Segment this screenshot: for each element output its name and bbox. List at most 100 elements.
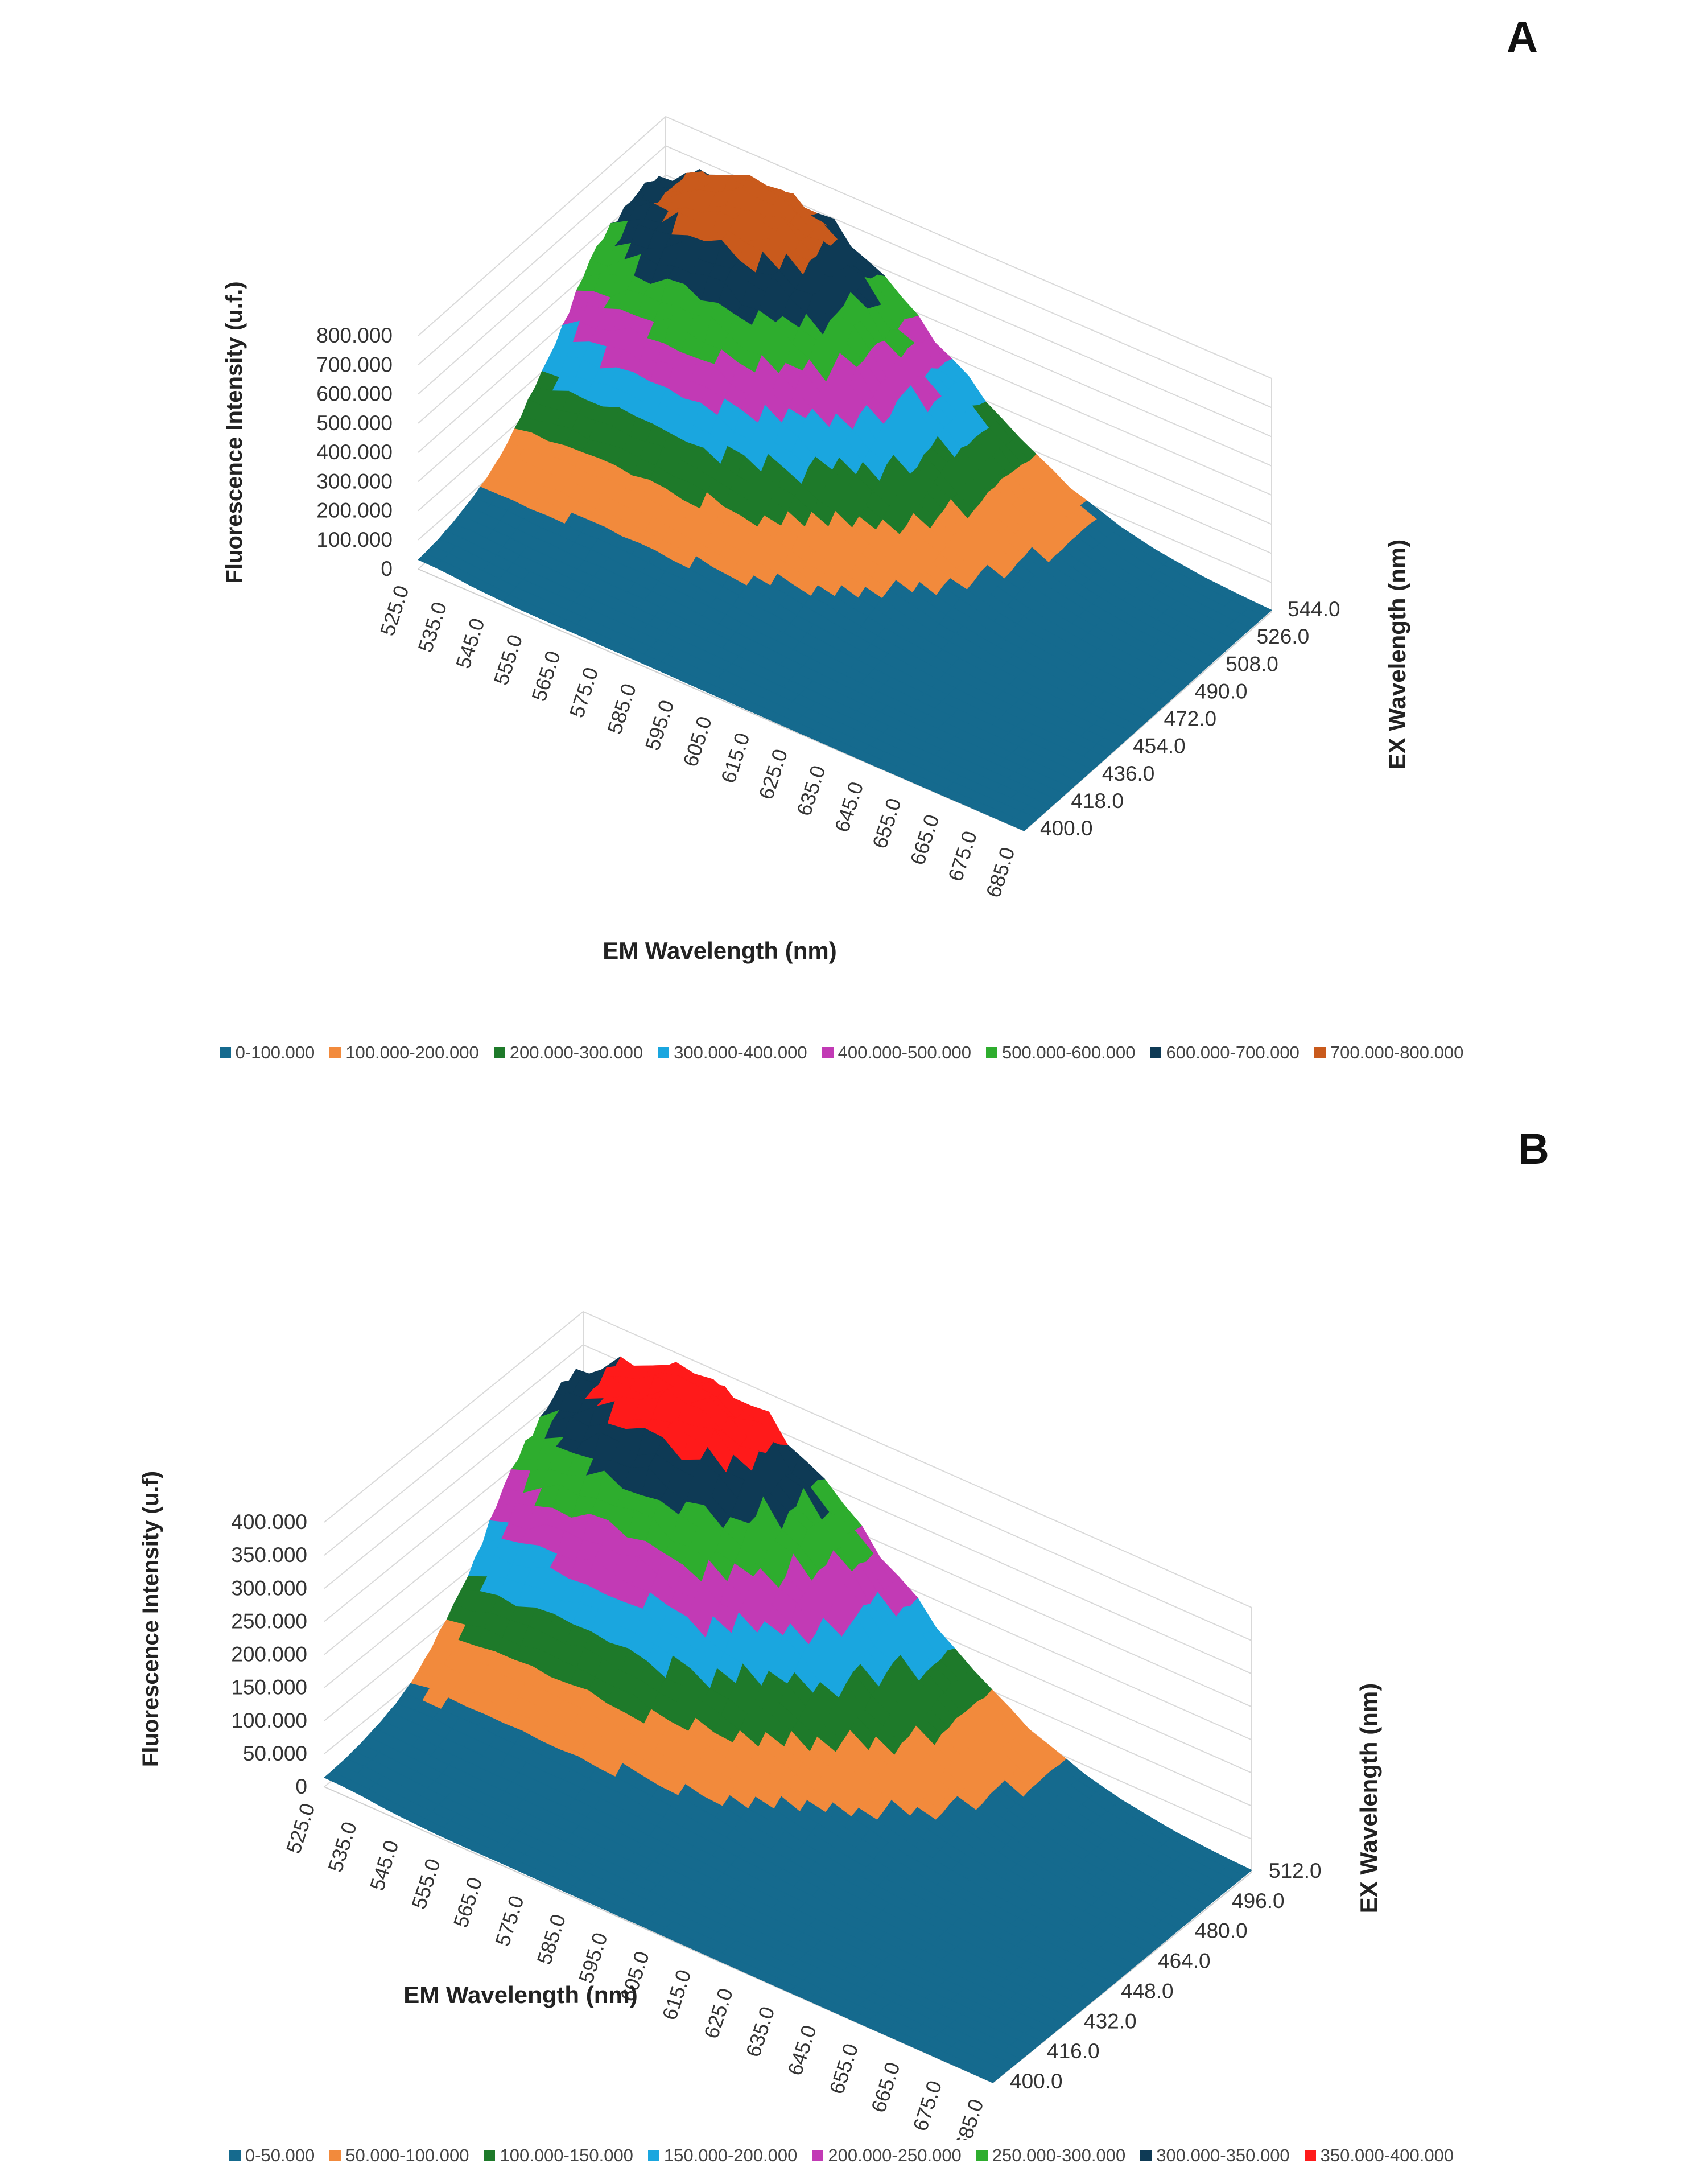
em-tick-label: 685.0 [981,844,1020,900]
z-tick-label: 400.000 [231,1510,307,1534]
surface-chart-a: 0 100.000 200.000 300.000 400.000 500.000 600.… [222,116,1410,964]
legend-item: 150.000-200.000 [647,2145,797,2166]
ex-tick-label: 512.0 [1269,1859,1322,1882]
z-tick-label: 800.000 [316,324,393,347]
z-axis-title: Fluorescence Intensity (u.f.) [222,281,247,583]
z-tick-label: 150.000 [231,1676,307,1699]
z-tick-label: 700.000 [316,353,393,376]
legend-item: 350.000-400.000 [1304,2145,1454,2166]
em-tick-label: 575.0 [490,1893,529,1948]
legend-swatch [329,2150,341,2161]
legend-label: 250.000-300.000 [992,2145,1126,2165]
legend-item: 0-50.000 [229,2145,315,2166]
ex-tick-label: 496.0 [1232,1889,1285,1913]
z-tick-label: 50.000 [243,1742,307,1765]
z-tick-label: 100.000 [316,528,393,551]
z-tick-label: 300.000 [231,1576,307,1600]
legend-swatch [229,2150,241,2161]
surface-facet [418,553,443,568]
z-tick-label: 350.000 [231,1543,307,1567]
z-tick-label: 250.000 [231,1609,307,1633]
em-tick-label: 525.0 [282,1800,320,1856]
z-tick-label: 200.000 [231,1643,307,1666]
legend-item: 50.000-100.000 [329,2145,469,2166]
legend-swatch [1304,2150,1316,2161]
em-tick-label: 545.0 [451,615,489,671]
legend-item: 200.000-300.000 [493,1042,644,1063]
legend-b: 0-50.000 50.000-100.000 100.000-150.000 150… [0,2145,1683,2166]
em-tick-label: 655.0 [868,796,906,851]
legend-label: 200.000-250.000 [828,2145,962,2165]
ex-tick-label: 400.0 [1010,2070,1063,2093]
em-tick-label: 555.0 [407,1856,445,1911]
ex-tick-label: 416.0 [1047,2039,1100,2063]
em-tick-label: 595.0 [641,697,679,753]
panel-label-b: B [1518,1125,1549,1173]
z-tick-label: 0 [295,1775,307,1798]
legend-swatch [1140,2150,1152,2161]
legend-swatch [484,2150,496,2161]
legend-item: 300.000-350.000 [1140,2145,1290,2166]
legend-item: 400.000-500.000 [822,1042,971,1063]
surface-facet [324,1771,351,1787]
chart-panel-b: 0 50.000 100.000 150.000 200.000 250.000 300.0… [0,1115,1683,2184]
em-tick-label: 615.0 [658,1967,696,2022]
ex-tick-label: 400.0 [1040,817,1093,840]
em-tick-label: 635.0 [741,2004,779,2059]
legend-swatch [976,2150,988,2161]
em-axis-title: EM Wavelength (nm) [603,937,836,964]
z-tick-label: 300.000 [316,469,393,493]
em-tick-label: 675.0 [908,2078,946,2133]
z-tick-label: 500.000 [316,411,393,435]
z-tick-label: 600.000 [316,382,393,406]
panel-label-a: A [1507,13,1538,61]
legend-label: 300.000-350.000 [1156,2145,1290,2165]
ex-tick-label: 464.0 [1158,1950,1211,1973]
legend-label: 100.000-200.000 [345,1042,479,1062]
em-tick-label: 685.0 [950,2096,988,2140]
surface [418,168,1272,831]
legend-swatch [1314,1047,1326,1058]
ex-tick-label: 544.0 [1288,597,1340,621]
em-tick-label: 565.0 [449,1874,487,1930]
legend-swatch [219,1047,231,1058]
z-tick-label: 200.000 [316,499,393,522]
em-tick-label: 555.0 [489,632,527,687]
legend-item: 700.000-800.000 [1314,1042,1463,1063]
legend-item: 600.000-700.000 [1150,1042,1300,1063]
legend-swatch [986,1047,998,1058]
legend-swatch [658,1047,670,1058]
legend-label: 300.000-400.000 [674,1042,807,1062]
em-tick-label: 535.0 [323,1819,361,1874]
ex-tick-label: 472.0 [1164,707,1217,731]
em-tick-label: 625.0 [699,1985,737,2041]
em-tick-label: 545.0 [365,1837,403,1893]
ex-tick-label: 418.0 [1071,789,1124,813]
em-tick-label: 605.0 [678,714,716,769]
legend-label: 0-100.000 [235,1042,315,1062]
em-tick-label: 585.0 [532,1911,570,1967]
ex-tick-label: 436.0 [1102,762,1155,785]
em-tick-label: 585.0 [603,681,641,736]
ex-axis-title: EX Wavelength (nm) [1355,1683,1382,1913]
legend-label: 350.000-400.000 [1320,2145,1454,2165]
ex-tick-label: 526.0 [1257,625,1310,648]
chart-panel-a: 0 100.000 200.000 300.000 400.000 500.000 600.… [0,0,1683,1081]
legend-label: 200.000-300.000 [509,1042,644,1062]
em-tick-label: 575.0 [565,665,603,720]
legend-label: 100.000-150.000 [500,2145,633,2165]
legend-label: 600.000-700.000 [1166,1042,1300,1062]
em-tick-label: 565.0 [527,648,565,704]
legend-item: 100.000-150.000 [484,2145,633,2166]
em-tick-label: 525.0 [376,583,414,638]
ex-axis-title: EX Wavelength (nm) [1384,539,1410,769]
legend-swatch [329,1047,341,1058]
legend-item: 0-100.000 [219,1042,315,1063]
em-tick-label: 625.0 [754,746,792,802]
legend-item: 250.000-300.000 [976,2145,1125,2166]
em-tick-label: 665.0 [906,811,944,867]
legend-a: 0-100.000 100.000-200.000 200.000-300.000 3… [0,1042,1683,1063]
ex-tick-label: 454.0 [1133,735,1186,758]
em-tick-label: 655.0 [824,2041,863,2096]
ex-tick-label: 448.0 [1121,1979,1174,2002]
